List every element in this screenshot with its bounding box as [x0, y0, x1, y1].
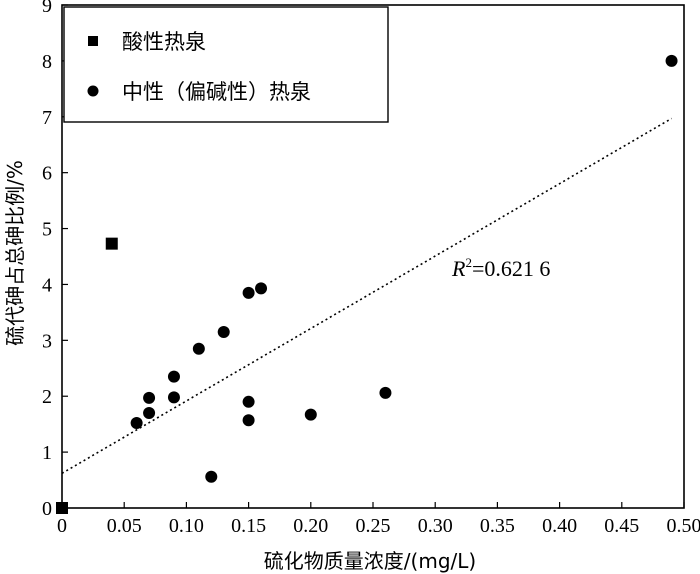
legend-label: 酸性热泉: [122, 30, 206, 54]
data-point-circle: [665, 54, 678, 67]
data-point-circle: [143, 391, 156, 404]
y-tick-label: 6: [42, 163, 52, 185]
legend-marker-circle: [87, 85, 99, 97]
y-tick-label: 1: [42, 442, 52, 464]
x-tick-label: 0: [57, 515, 67, 537]
legend-box: [63, 6, 389, 123]
data-point-circle: [379, 386, 392, 399]
data-point-square: [56, 502, 68, 514]
legend-marker-square: [88, 36, 98, 46]
data-point-circle: [167, 370, 180, 383]
r-squared-value: =0.621 6: [472, 256, 550, 281]
r-squared-annotation: R2=0.621 6: [451, 255, 550, 281]
data-point-circle: [167, 391, 180, 404]
y-tick-label: 3: [42, 330, 52, 352]
data-point-circle: [242, 286, 255, 299]
data-point-circle: [205, 470, 218, 483]
data-point-circle: [304, 408, 317, 421]
y-axis-title: 硫代砷占总砷比例/%: [3, 160, 27, 346]
data-point-square: [105, 237, 118, 250]
trendline: [61, 117, 672, 475]
y-tick-label: 7: [42, 107, 52, 129]
x-tick-label: 0.10: [169, 515, 204, 537]
r-squared-r: R: [451, 256, 466, 281]
data-point-circle: [130, 417, 143, 430]
x-tick-label: 0.50: [667, 515, 700, 537]
y-tick-label: 0: [42, 498, 52, 520]
data-point-circle: [255, 282, 268, 295]
legend-label: 中性（偏碱性）热泉: [122, 80, 311, 104]
data-point-circle: [143, 406, 156, 419]
x-tick-label: 0.05: [107, 515, 142, 537]
y-tick-label: 8: [42, 51, 52, 73]
y-tick-label: 9: [42, 0, 52, 17]
x-tick-label: 0.45: [604, 515, 639, 537]
data-point-circle: [217, 325, 230, 338]
x-tick-label: 0.40: [542, 515, 577, 537]
x-tick-label: 0.35: [480, 515, 515, 537]
y-tick-label: 5: [42, 219, 52, 241]
data-point-circle: [242, 414, 255, 427]
x-tick-label: 0.25: [356, 515, 391, 537]
y-tick-label: 4: [42, 274, 52, 296]
x-axis-title: 硫化物质量浓度/(mg/L): [264, 549, 476, 573]
data-point-circle: [192, 342, 205, 355]
y-tick-label: 2: [42, 386, 52, 408]
r-squared-superscript: 2: [465, 255, 472, 270]
x-tick-label: 0.30: [418, 515, 453, 537]
x-tick-label: 0.15: [231, 515, 266, 537]
data-point-circle: [242, 395, 255, 408]
x-tick-label: 0.20: [293, 515, 328, 537]
